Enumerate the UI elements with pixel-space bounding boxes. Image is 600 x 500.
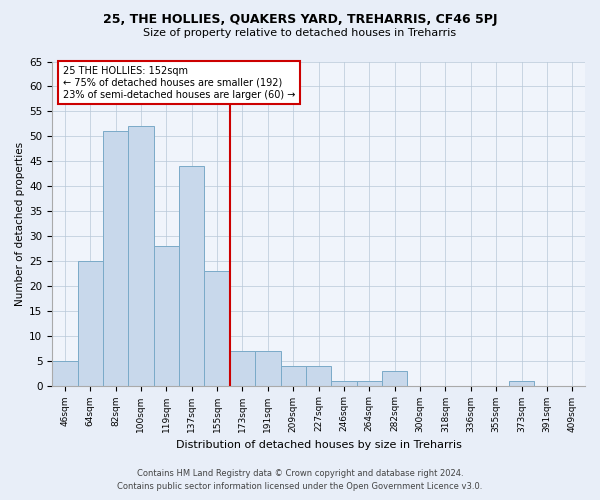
Bar (230, 350, 255, 386)
Bar (255, 350, 281, 386)
Bar (331, 380, 356, 386)
Bar (509, 380, 534, 386)
Text: 25 THE HOLLIES: 152sqm
← 75% of detached houses are smaller (192)
23% of semi-de: 25 THE HOLLIES: 152sqm ← 75% of detached… (63, 66, 295, 100)
Y-axis label: Number of detached properties: Number of detached properties (15, 142, 25, 306)
Text: Contains HM Land Registry data © Crown copyright and database right 2024.
Contai: Contains HM Land Registry data © Crown c… (118, 470, 482, 491)
Text: Size of property relative to detached houses in Treharris: Size of property relative to detached ho… (143, 28, 457, 38)
Text: 25, THE HOLLIES, QUAKERS YARD, TREHARRIS, CF46 5PJ: 25, THE HOLLIES, QUAKERS YARD, TREHARRIS… (103, 12, 497, 26)
Bar (382, 370, 407, 386)
X-axis label: Distribution of detached houses by size in Treharris: Distribution of detached houses by size … (176, 440, 461, 450)
Bar (306, 366, 331, 386)
Bar (103, 132, 128, 386)
Bar (52, 360, 77, 386)
Bar (281, 366, 306, 386)
Bar (179, 166, 205, 386)
Bar (205, 271, 230, 386)
Bar (356, 380, 382, 386)
Bar (154, 246, 179, 386)
Bar (128, 126, 154, 386)
Bar (77, 261, 103, 386)
